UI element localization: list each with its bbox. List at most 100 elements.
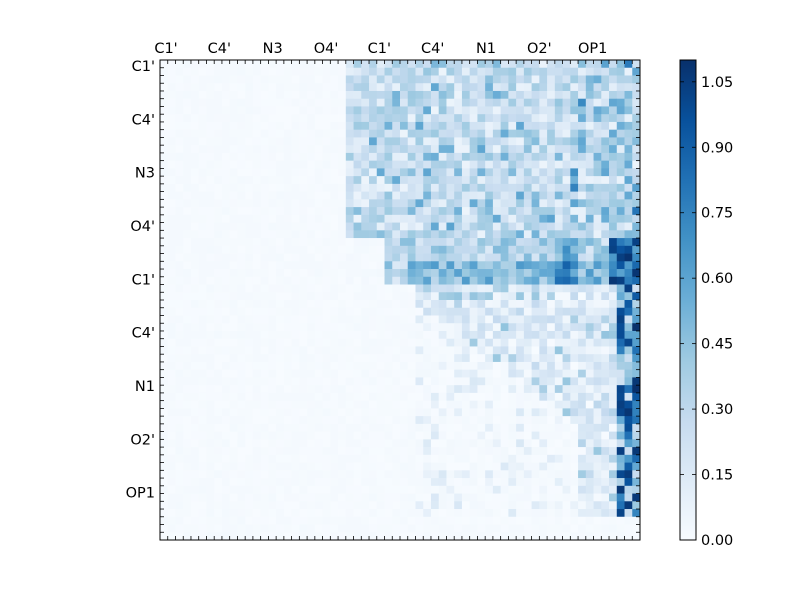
heatmap-cell [562,238,571,247]
heatmap-cell [245,90,254,100]
heatmap-cell [252,493,261,502]
colorbar-tick-label: 0.15 [701,468,733,484]
heatmap-cell [485,90,494,100]
heatmap-cell [361,330,370,340]
heatmap-cell [516,532,525,541]
heatmap-cell [578,354,587,363]
heatmap-cell [229,307,238,316]
heatmap-cell [291,470,300,479]
heatmap-cell [245,191,254,200]
heatmap-cell [454,532,463,541]
heatmap-cell [430,400,440,409]
heatmap-cell [369,276,378,285]
heatmap-cell [477,454,486,463]
heatmap-cell [245,238,254,247]
heatmap-cell [570,454,579,463]
heatmap-cell [276,129,285,138]
heatmap-cell [616,230,625,239]
heatmap-cell [570,98,579,107]
heatmap-cell [430,439,440,448]
heatmap-cell [338,431,347,440]
heatmap-cell [624,501,633,510]
heatmap-cell [160,532,169,541]
heatmap-cell [392,439,401,448]
heatmap-cell [570,75,579,84]
heatmap-cell [376,90,385,100]
heatmap-cell [523,90,532,100]
heatmap-cell [268,346,277,355]
heatmap-cell [291,121,300,131]
heatmap-cell [314,361,323,371]
heatmap-cell [624,176,633,185]
heatmap-cell [214,238,223,247]
heatmap-cell [547,230,556,239]
heatmap-cell [345,300,354,309]
heatmap-cell [523,478,532,487]
heatmap-cell [369,524,378,533]
heatmap-cell [314,230,323,239]
heatmap-cell [609,238,618,247]
heatmap-cell [523,176,532,185]
heatmap-cell [237,114,246,123]
heatmap-cell [539,269,548,278]
heatmap-cell [461,168,471,177]
heatmap-cell [508,462,517,471]
heatmap-cell [523,137,532,146]
heatmap-cell [423,90,432,100]
heatmap-cell [407,454,416,463]
heatmap-cell [562,152,571,161]
heatmap-cell [593,354,602,363]
heatmap-cell [609,98,618,107]
heatmap-cell [276,485,285,494]
heatmap-cell [307,207,316,216]
heatmap-cell [578,454,587,463]
heatmap-cell [314,315,323,324]
heatmap-cell [609,129,618,138]
heatmap-cell [245,439,254,448]
heatmap-cell [190,369,200,378]
heatmap-cell [283,423,292,432]
heatmap-cell [430,183,440,192]
heatmap-cell [276,114,285,123]
heatmap-cell [167,300,176,309]
heatmap-cell [500,361,509,371]
heatmap-cell [570,199,579,208]
heatmap-cell [516,245,525,254]
heatmap-cell [206,152,215,161]
heatmap-cell [616,462,625,471]
heatmap-cell [322,152,331,161]
heatmap-cell [469,75,478,84]
heatmap-cell [539,106,548,115]
heatmap-cell [167,315,176,324]
heatmap-cell [307,423,316,432]
heatmap-cell [206,114,215,123]
heatmap-cell [593,121,602,131]
heatmap-cell [523,60,532,69]
heatmap-cell [632,323,641,332]
heatmap-cell [268,385,277,394]
heatmap-cell [299,160,308,169]
heatmap-cell [578,214,587,223]
heatmap-cell [175,307,184,316]
heatmap-cell [446,462,455,471]
heatmap-cell [508,408,517,417]
heatmap-cell [407,447,416,456]
heatmap-cell [400,509,409,518]
heatmap-cell [190,416,200,425]
heatmap-cell [523,253,532,262]
heatmap-cell [237,501,246,510]
heatmap-cell [423,400,432,409]
heatmap-cell [276,183,285,192]
heatmap-cell [190,106,200,115]
heatmap-cell [206,276,215,285]
heatmap-cell [609,439,618,448]
heatmap-cell [167,485,176,494]
heatmap-cell [361,354,370,363]
heatmap-cell [508,83,517,92]
heatmap-cell [361,106,370,115]
heatmap-cell [446,423,455,432]
x-tick-label: N1 [476,41,496,57]
heatmap-cell [430,214,440,223]
heatmap-cell [229,478,238,487]
x-tick-label: C1' [154,41,177,57]
